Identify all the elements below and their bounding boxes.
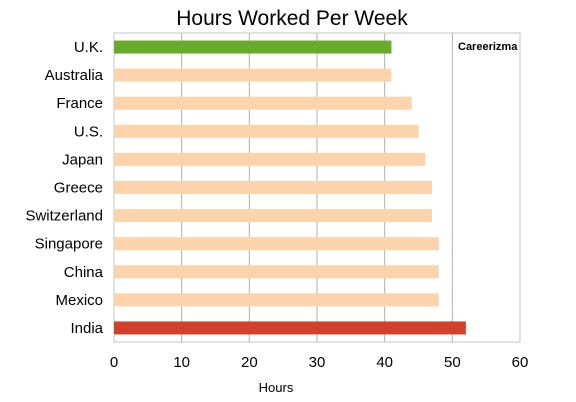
bars (114, 40, 466, 335)
chart-title: Hours Worked Per Week (176, 7, 408, 30)
bar (114, 96, 412, 110)
x-tick-label: 0 (110, 354, 118, 371)
category-label: France (56, 95, 103, 112)
x-tick-label: 60 (512, 354, 529, 371)
category-label: Singapore (35, 236, 103, 253)
category-label: Mexico (55, 292, 103, 309)
bar (114, 181, 433, 194)
x-tick-label: 30 (309, 354, 326, 371)
bar (114, 293, 439, 307)
category-labels: U.K. Australia France U.S. Japan Greece Switze… (25, 39, 103, 337)
bar (114, 68, 392, 82)
category-label: Australia (45, 67, 104, 84)
category-label: India (70, 320, 103, 337)
bar (114, 265, 439, 279)
brand-logo: Careerizma (458, 41, 518, 53)
x-tick-label: 50 (444, 354, 461, 371)
category-label: Switzerland (25, 208, 103, 225)
category-label: U.K. (74, 39, 103, 56)
bar (114, 237, 439, 251)
bar (114, 40, 392, 54)
x-axis-title: Hours (259, 380, 294, 395)
bar (114, 209, 433, 223)
x-tick-label: 10 (173, 354, 190, 371)
x-tick-labels: 0 10 20 30 40 50 60 (110, 354, 529, 371)
x-tick-label: 40 (376, 354, 393, 371)
category-label: Greece (54, 180, 103, 197)
category-label: Japan (62, 151, 103, 168)
category-label: U.S. (74, 123, 103, 140)
category-label: China (64, 264, 104, 281)
bar (114, 152, 426, 166)
bar (114, 124, 419, 138)
bar (114, 321, 466, 335)
x-tick-label: 20 (241, 354, 258, 371)
